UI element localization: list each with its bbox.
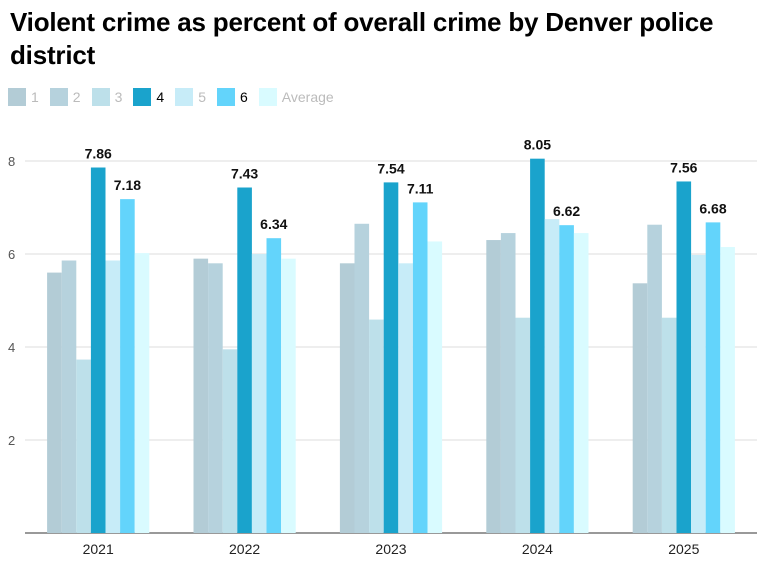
data-label: 6.68 [699,200,726,216]
legend-swatch [49,88,68,106]
legend: 1 2 3 4 5 6 Average [8,88,345,106]
legend-label: 3 [114,89,123,105]
bar-2022-series-6 [266,238,282,533]
bar-2025-series-5 [691,254,706,533]
x-tick-label: 2023 [375,541,406,557]
legend-swatch [91,88,110,106]
legend-swatch [216,88,235,106]
bar-2023-series-5 [398,263,413,533]
legend-label: 2 [72,89,81,105]
bar-2023-series-average [427,241,443,533]
legend-item-5[interactable]: 5 [175,88,206,106]
bar-2023-series-2 [354,223,370,533]
bar-2025-series-4 [676,181,692,533]
data-label: 7.11 [407,180,434,196]
bar-2024-series-3 [515,317,531,533]
x-tick-label: 2021 [83,541,114,557]
bar-2025-series-2 [647,224,662,533]
bar-2025-series-3 [661,317,677,533]
bar-2022-series-3 [222,349,238,533]
bar-2024-series-1 [486,240,501,534]
y-tick-label: 6 [8,247,15,262]
bar-2021-series-4 [90,167,106,533]
legend-item-3[interactable]: 3 [91,88,123,106]
data-label: 7.86 [85,146,112,162]
legend-label: 4 [156,89,165,105]
legend-swatch [133,88,152,106]
bar-2025-series-average [720,247,735,533]
legend-item-1[interactable]: 1 [8,88,39,106]
legend-item-2[interactable]: 2 [49,88,81,106]
x-tick-label: 2024 [522,541,553,557]
legend-swatch [175,88,194,106]
bar-2021-series-6 [120,199,135,533]
data-label: 7.56 [670,159,697,175]
bar-2025-series-6 [705,222,721,533]
data-label: 7.43 [231,166,258,182]
x-tick-label: 2025 [668,541,699,557]
x-tick-label: 2022 [229,541,260,557]
data-label: 6.34 [260,216,287,232]
bar-2024-series-2 [500,233,516,533]
bar-2022-series-4 [237,187,252,533]
legend-label: 6 [239,89,248,105]
legend-label: 5 [198,89,206,105]
bar-2022-series-5 [251,254,267,533]
bar-2021-series-average [134,253,150,533]
y-tick-label: 8 [8,154,15,169]
legend-swatch [258,88,277,106]
legend-label: Average [281,89,334,105]
bar-2022-series-1 [193,258,209,533]
data-label: 7.54 [377,160,404,176]
legend-label: 1 [31,89,39,105]
bar-2024-series-average [573,233,589,533]
bar-2022-series-average [281,258,296,533]
bar-2021-series-2 [61,260,77,533]
bar-2021-series-5 [105,260,121,533]
data-label: 7.18 [114,177,141,193]
bar-2021-series-1 [47,272,62,533]
legend-item-4[interactable]: 4 [133,88,164,106]
y-tick-label: 2 [8,433,15,448]
data-label: 6.62 [553,203,580,219]
legend-item-6[interactable]: 6 [216,88,248,106]
bar-2024-series-5 [544,219,560,533]
data-label: 8.05 [524,137,551,153]
bar-2023-series-1 [339,263,355,533]
bar-2023-series-6 [412,202,428,533]
bar-2025-series-1 [632,283,648,533]
bar-2023-series-4 [383,182,399,533]
bar-2021-series-3 [76,359,91,533]
legend-swatch [8,88,26,106]
bar-2022-series-2 [208,263,223,533]
chart-title: Violent crime as percent of overall crim… [10,7,714,70]
y-tick-label: 4 [8,340,15,355]
bar-2023-series-3 [369,319,384,533]
bar-2024-series-6 [559,225,574,534]
legend-item-average[interactable]: Average [258,88,334,106]
bar-2024-series-4 [530,158,545,534]
